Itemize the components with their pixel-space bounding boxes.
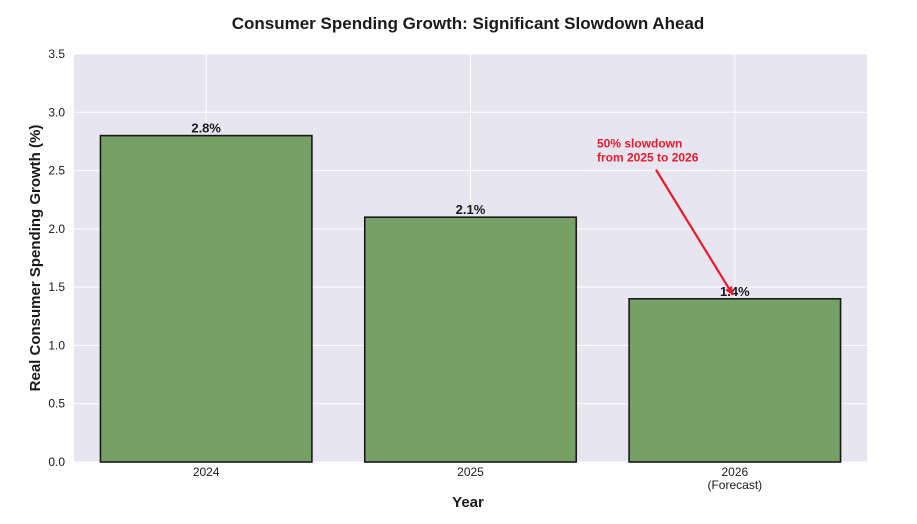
annotation-arrow [655, 169, 734, 296]
y-tick-label: 0.5 [48, 397, 65, 411]
x-axis-label: Year [452, 494, 484, 511]
bar [99, 134, 313, 463]
bars [99, 134, 842, 463]
y-tick-label: 1.0 [48, 338, 65, 352]
y-tick-label: 3.0 [48, 105, 65, 119]
data-label: 2.1% [456, 202, 486, 217]
x-tick-label: 2024 [193, 465, 220, 479]
data-label: 1.4% [720, 284, 750, 299]
data-label: 2.8% [191, 121, 221, 136]
x-tick-label: 2026 (Forecast) [707, 465, 762, 492]
y-tick-label: 3.5 [48, 47, 65, 61]
y-tick-label: 2.0 [48, 222, 65, 236]
y-tick-label: 0.0 [48, 455, 65, 469]
bar [628, 297, 842, 463]
bar [363, 216, 578, 463]
chart-title: Consumer Spending Growth: Significant Sl… [232, 14, 705, 33]
y-tick-label: 1.5 [48, 280, 65, 294]
annotation: 50% slowdown from 2025 to 2026 [597, 137, 734, 296]
y-axis-ticks: 0.0 0.5 1.0 1.5 2.0 2.5 3.0 3.5 [48, 47, 65, 469]
x-tick-label: 2025 [457, 465, 484, 479]
x-axis-ticks: 2024 2025 2026 (Forecast) [193, 465, 762, 492]
y-tick-label: 2.5 [48, 164, 65, 178]
y-axis-label: Real Consumer Spending Growth (%) [27, 125, 44, 392]
annotation-text: 50% slowdown from 2025 to 2026 [597, 137, 699, 165]
